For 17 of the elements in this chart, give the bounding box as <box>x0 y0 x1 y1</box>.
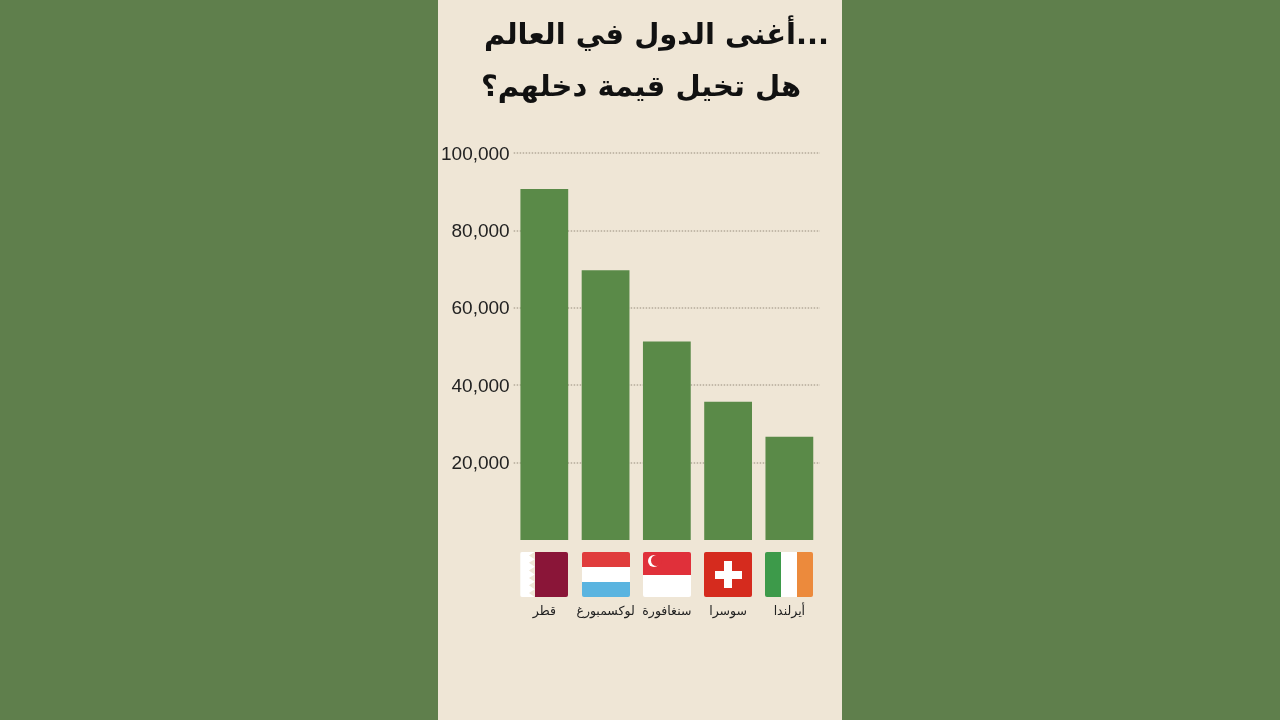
bar <box>520 188 569 540</box>
y-tick-label: 60,000 <box>451 297 510 319</box>
chart-title: أغنى الدول في العالم... <box>483 14 830 51</box>
bar <box>642 341 691 540</box>
bar <box>704 401 752 540</box>
y-tick-label: 20,000 <box>451 452 510 474</box>
x-tick-label: قطر <box>531 603 556 619</box>
x-tick-label: سنغافورة <box>642 603 692 619</box>
x-tick-label: أيرلندا <box>773 602 806 619</box>
x-tick-label: سوسرا <box>709 603 747 619</box>
bar <box>765 436 814 540</box>
chart-subtitle: هل تخيل قيمة دخلهم؟ <box>481 68 802 103</box>
y-tick-label: 80,000 <box>451 219 510 241</box>
bar <box>581 270 630 540</box>
y-tick-label: 100,000 <box>440 142 510 164</box>
y-tick-label: 40,000 <box>451 374 510 396</box>
x-tick-label: لوكسمبورغ <box>576 603 635 619</box>
